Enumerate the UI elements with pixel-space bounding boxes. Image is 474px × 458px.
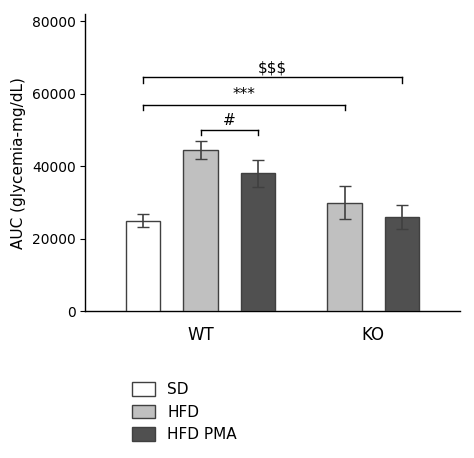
Text: ***: *** bbox=[232, 87, 255, 102]
Bar bbox=[183, 150, 218, 311]
Text: KO: KO bbox=[362, 326, 385, 344]
Bar bbox=[327, 202, 362, 311]
Bar bbox=[385, 217, 419, 311]
Text: $$$: $$$ bbox=[258, 60, 287, 75]
Text: #: # bbox=[223, 113, 236, 128]
Text: WT: WT bbox=[187, 326, 214, 344]
Bar bbox=[126, 221, 160, 311]
Legend: SD, HFD, HFD PMA: SD, HFD, HFD PMA bbox=[123, 373, 246, 452]
Bar bbox=[241, 174, 275, 311]
Y-axis label: AUC (glycemia-mg/dL): AUC (glycemia-mg/dL) bbox=[11, 76, 26, 249]
